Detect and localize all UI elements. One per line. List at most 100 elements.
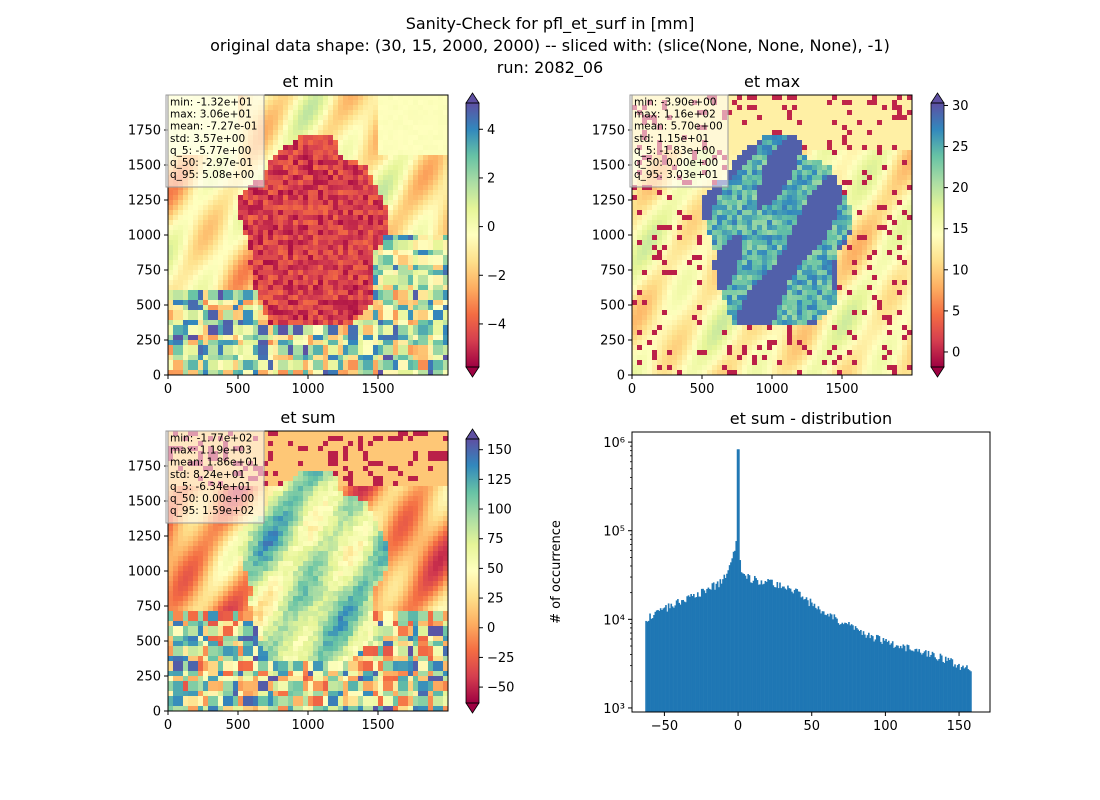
- heatmap-cell: [692, 255, 698, 261]
- heatmap-cell: [358, 155, 364, 161]
- heatmap-cell: [238, 225, 244, 231]
- heatmap-cell: [423, 260, 429, 266]
- heatmap-cell: [268, 345, 274, 351]
- heatmap-cell: [303, 200, 309, 206]
- heatmap-cell: [438, 310, 444, 316]
- heatmap-cell: [722, 270, 728, 276]
- heatmap-cell: [348, 155, 354, 161]
- heatmap-cell: [697, 250, 703, 256]
- heatmap-cell: [238, 305, 244, 311]
- heatmap-cell: [438, 285, 444, 291]
- heatmap-cell: [672, 300, 678, 306]
- heatmap-cell: [418, 300, 424, 306]
- heatmap-cell: [408, 135, 414, 141]
- heatmap-cell: [308, 190, 314, 196]
- heatmap-cell: [787, 125, 793, 131]
- heatmap-cell: [428, 325, 434, 331]
- heatmap-cell: [268, 265, 274, 271]
- heatmap-cell: [742, 350, 748, 356]
- heatmap-cell: [308, 225, 314, 231]
- heatmap-cell: [308, 275, 314, 281]
- heatmap-cell: [208, 265, 214, 271]
- heatmap-cell: [438, 315, 444, 321]
- heatmap-cell: [213, 195, 219, 201]
- heatmap-cell: [712, 230, 718, 236]
- heatmap-cell: [712, 340, 718, 346]
- heatmap-cell: [737, 235, 743, 241]
- heatmap-cell: [732, 95, 738, 101]
- heatmap-cell: [772, 370, 778, 376]
- heatmap-cell: [787, 195, 793, 201]
- heatmap-cell: [343, 340, 349, 346]
- heatmap-cell: [418, 255, 424, 261]
- heatmap-cell: [413, 320, 419, 326]
- heatmap-cell: [727, 190, 733, 196]
- heatmap-cell: [642, 230, 648, 236]
- heatmap-cell: [677, 290, 683, 296]
- heatmap-cell: [767, 170, 773, 176]
- heatmap-cell: [173, 185, 179, 191]
- heatmap-cell: [787, 115, 793, 121]
- heatmap-cell: [677, 370, 683, 376]
- heatmap-cell: [657, 360, 663, 366]
- heatmap-cell: [318, 95, 324, 101]
- heatmap-cell: [707, 350, 713, 356]
- heatmap-cell: [363, 295, 369, 301]
- heatmap-cell: [328, 215, 334, 221]
- heatmap-cell: [787, 100, 793, 106]
- heatmap-cell: [737, 265, 743, 271]
- heatmap-cell: [762, 120, 768, 126]
- heatmap-cell: [637, 250, 643, 256]
- heatmap-cell: [278, 110, 284, 116]
- heatmap-cell: [283, 305, 289, 311]
- heatmap-cell: [363, 95, 369, 101]
- heatmap-cell: [433, 180, 439, 186]
- heatmap-cell: [368, 355, 374, 361]
- heatmap-cell: [772, 245, 778, 251]
- heatmap-cell: [762, 200, 768, 206]
- heatmap-cell: [777, 245, 783, 251]
- heatmap-cell: [767, 165, 773, 171]
- heatmap-cell: [637, 345, 643, 351]
- heatmap-cell: [298, 290, 304, 296]
- heatmap-cell: [637, 195, 643, 201]
- heatmap-cell: [692, 325, 698, 331]
- heatmap-cell: [682, 320, 688, 326]
- heatmap-cell: [702, 300, 708, 306]
- heatmap-cell: [268, 135, 274, 141]
- heatmap-cell: [767, 240, 773, 246]
- heatmap-cell: [368, 280, 374, 286]
- heatmap-cell: [747, 115, 753, 121]
- heatmap-cell: [787, 365, 793, 371]
- heatmap-cell: [353, 110, 359, 116]
- heatmap-cell: [697, 370, 703, 376]
- heatmap-cell: [328, 315, 334, 321]
- heatmap-cell: [757, 325, 763, 331]
- heatmap-cell: [413, 205, 419, 211]
- heatmap-cell: [298, 155, 304, 161]
- heatmap-cell: [702, 205, 708, 211]
- heatmap-cell: [338, 100, 344, 106]
- heatmap-cell: [353, 250, 359, 256]
- heatmap-cell: [313, 325, 319, 331]
- heatmap-cell: [298, 220, 304, 226]
- heatmap-cell: [782, 270, 788, 276]
- heatmap-cell: [657, 320, 663, 326]
- heatmap-cell: [398, 350, 404, 356]
- heatmap-cell: [647, 360, 653, 366]
- heatmap-cell: [438, 115, 444, 121]
- heatmap-cell: [293, 260, 299, 266]
- heatmap-cell: [343, 160, 349, 166]
- heatmap-cell: [652, 205, 658, 211]
- heatmap-cell: [263, 365, 269, 371]
- heatmap-cell: [208, 350, 214, 356]
- colorbar-frame: [465, 102, 480, 368]
- heatmap-cell: [398, 305, 404, 311]
- heatmap-cell: [757, 165, 763, 171]
- heatmap-cell: [642, 190, 648, 196]
- heatmap-cell: [423, 215, 429, 221]
- heatmap-cell: [662, 335, 668, 341]
- heatmap-cell: [388, 135, 394, 141]
- heatmap-cell: [732, 100, 738, 106]
